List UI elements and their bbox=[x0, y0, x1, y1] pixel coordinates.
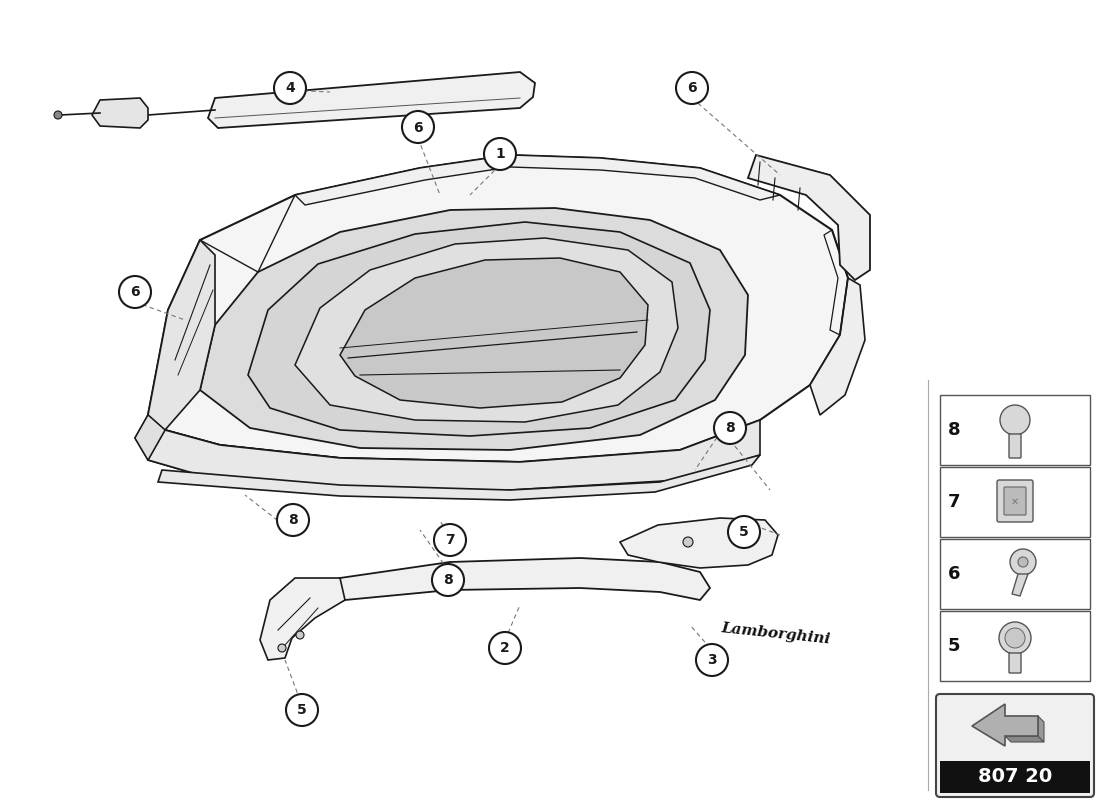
Text: 8: 8 bbox=[725, 422, 735, 435]
Polygon shape bbox=[135, 415, 165, 460]
FancyBboxPatch shape bbox=[940, 611, 1090, 681]
Text: 8: 8 bbox=[948, 421, 960, 439]
Circle shape bbox=[1005, 628, 1025, 648]
Text: 7: 7 bbox=[948, 493, 960, 511]
Text: Lamborghini: Lamborghini bbox=[720, 621, 830, 646]
Circle shape bbox=[286, 694, 318, 726]
Circle shape bbox=[432, 564, 464, 596]
Circle shape bbox=[434, 524, 466, 556]
FancyBboxPatch shape bbox=[1009, 653, 1021, 673]
Polygon shape bbox=[148, 420, 760, 490]
FancyBboxPatch shape bbox=[940, 395, 1090, 465]
Polygon shape bbox=[148, 155, 848, 462]
Polygon shape bbox=[295, 155, 780, 205]
Polygon shape bbox=[208, 72, 535, 128]
Polygon shape bbox=[268, 558, 710, 645]
Circle shape bbox=[714, 412, 746, 444]
Circle shape bbox=[402, 111, 434, 143]
FancyBboxPatch shape bbox=[936, 694, 1094, 797]
Text: 6: 6 bbox=[130, 286, 140, 299]
Polygon shape bbox=[248, 222, 710, 436]
FancyBboxPatch shape bbox=[940, 539, 1090, 609]
Circle shape bbox=[490, 632, 521, 664]
Circle shape bbox=[1000, 405, 1030, 435]
Text: 807 20: 807 20 bbox=[978, 767, 1052, 786]
Circle shape bbox=[278, 644, 286, 652]
Polygon shape bbox=[748, 155, 870, 280]
FancyBboxPatch shape bbox=[940, 467, 1090, 537]
Text: 7: 7 bbox=[446, 534, 454, 547]
Circle shape bbox=[274, 72, 306, 104]
Circle shape bbox=[484, 138, 516, 170]
FancyBboxPatch shape bbox=[1009, 434, 1021, 458]
Polygon shape bbox=[1012, 574, 1028, 596]
Polygon shape bbox=[92, 98, 148, 128]
Circle shape bbox=[296, 631, 304, 639]
Text: 2: 2 bbox=[500, 642, 510, 655]
Text: 5: 5 bbox=[297, 703, 307, 718]
Circle shape bbox=[676, 72, 708, 104]
Circle shape bbox=[1010, 549, 1036, 575]
Polygon shape bbox=[340, 258, 648, 408]
Circle shape bbox=[54, 111, 62, 119]
Text: 6: 6 bbox=[688, 82, 696, 95]
Polygon shape bbox=[148, 240, 214, 430]
Polygon shape bbox=[1038, 716, 1044, 742]
Text: 6: 6 bbox=[948, 565, 960, 583]
Circle shape bbox=[683, 537, 693, 547]
Polygon shape bbox=[620, 518, 778, 568]
Text: 6: 6 bbox=[414, 121, 422, 134]
Circle shape bbox=[277, 504, 309, 536]
Polygon shape bbox=[158, 455, 760, 500]
FancyBboxPatch shape bbox=[997, 480, 1033, 522]
Polygon shape bbox=[1005, 736, 1044, 742]
Text: 5: 5 bbox=[739, 526, 749, 539]
Text: ✕: ✕ bbox=[1011, 497, 1019, 507]
Text: 3: 3 bbox=[707, 654, 717, 667]
Circle shape bbox=[733, 535, 742, 545]
Polygon shape bbox=[260, 578, 345, 660]
Circle shape bbox=[728, 516, 760, 548]
Polygon shape bbox=[810, 278, 865, 415]
Circle shape bbox=[999, 622, 1031, 654]
FancyBboxPatch shape bbox=[1004, 487, 1026, 515]
Circle shape bbox=[119, 276, 151, 308]
Polygon shape bbox=[200, 208, 748, 450]
Polygon shape bbox=[295, 238, 678, 422]
Polygon shape bbox=[135, 415, 520, 490]
Text: 8: 8 bbox=[288, 514, 298, 527]
FancyBboxPatch shape bbox=[940, 761, 1090, 793]
Text: 8: 8 bbox=[443, 574, 453, 587]
Text: 1: 1 bbox=[495, 147, 505, 162]
Polygon shape bbox=[972, 704, 1038, 746]
Text: 5: 5 bbox=[948, 637, 960, 655]
Text: 4: 4 bbox=[285, 82, 295, 95]
Circle shape bbox=[1018, 557, 1028, 567]
Circle shape bbox=[696, 644, 728, 676]
